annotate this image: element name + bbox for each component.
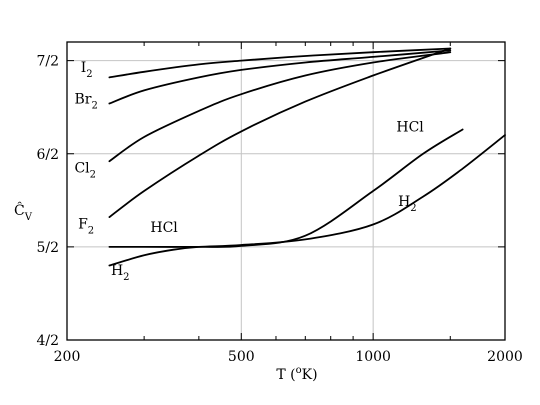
axis-ticks: 200 500 1000 2000 4/2 5/2 6/2 7/2 (36, 42, 523, 365)
series-line-i2 (108, 47, 452, 79)
y-tick-label: 5/2 (36, 240, 59, 256)
y-tick-label: 4/2 (36, 333, 59, 349)
series-label-hcl: HCl (150, 220, 178, 236)
plot-frame (66, 41, 506, 341)
series-label-br2: Br2 (74, 91, 97, 111)
x-tick-label: 200 (54, 349, 81, 365)
series-line-h2 (108, 134, 506, 267)
series-label-cl2: Cl2 (74, 160, 96, 180)
series-line-cl2 (108, 51, 452, 163)
series-line-f2 (108, 47, 452, 218)
series-label-hcl: HCl (396, 119, 424, 135)
x-axis-label: T (oK) (276, 365, 317, 383)
y-axis-label: ĈV (14, 201, 33, 223)
series-label-h2: H2 (111, 263, 130, 283)
y-tick-label: 7/2 (36, 54, 59, 70)
y-tick-label: 6/2 (36, 147, 59, 163)
grid-lines (67, 42, 505, 340)
series-label-f2: F2 (78, 216, 94, 236)
x-tick-label: 1000 (355, 349, 391, 365)
series-labels: I2 Br2 Cl2 F2 HCl HCl H2 H2 (74, 60, 424, 283)
x-tick-label: 2000 (487, 349, 523, 365)
series-label-h2: H2 (398, 194, 417, 214)
series-label-i2: I2 (81, 60, 93, 80)
series-line-br2 (108, 49, 452, 105)
x-tick-label: 500 (228, 349, 255, 365)
series-curves (108, 47, 506, 267)
